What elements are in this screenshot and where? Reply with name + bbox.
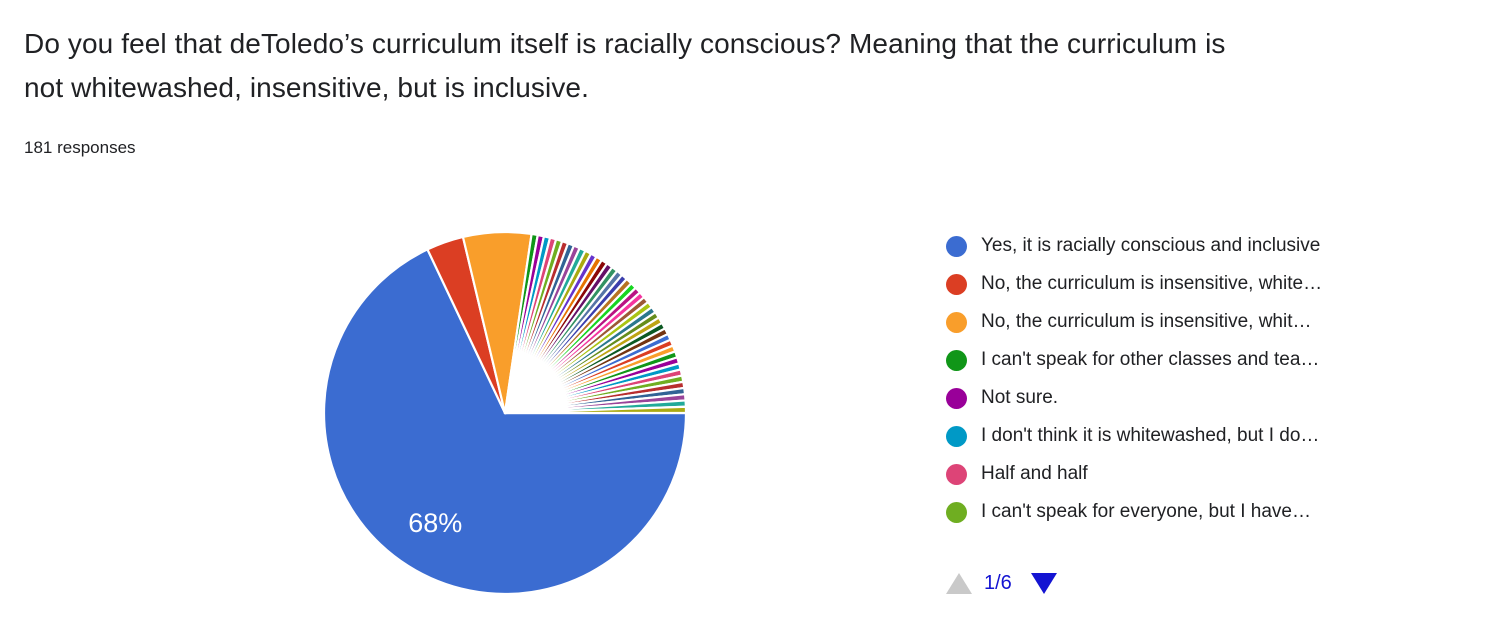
pie-slice[interactable]	[503, 405, 688, 415]
legend-item-label: Half and half	[981, 463, 1088, 484]
legend-color-dot	[946, 311, 967, 333]
legend-color-dot	[946, 425, 967, 447]
legend-item-label: Not sure.	[981, 387, 1059, 408]
legend-item-label: I don't think it is whitewashed, but I d…	[981, 425, 1320, 446]
response-count: 181 responses	[24, 138, 136, 157]
question-title: Do you feel that deToledo’s curriculum i…	[24, 28, 1226, 103]
legend-page-indicator: 1/6	[984, 571, 1012, 594]
pie-chart[interactable]: 68%	[310, 218, 700, 608]
legend-color-dot	[946, 273, 967, 295]
legend-item: Half and half	[946, 455, 1322, 493]
legend-item: I can't speak for everyone, but I have…	[946, 493, 1322, 531]
legend-page-up-icon[interactable]	[946, 572, 972, 594]
legend-item-label: I can't speak for other classes and tea…	[981, 349, 1320, 370]
legend: Yes, it is racially conscious and inclus…	[946, 227, 1322, 531]
legend-page-down-icon[interactable]	[1030, 572, 1057, 594]
legend-color-dot	[946, 501, 967, 523]
pie-slice[interactable]	[322, 248, 688, 596]
legend-item: No, the curriculum is insensitive, white…	[946, 265, 1322, 303]
legend-item: I can't speak for other classes and tea…	[946, 341, 1322, 379]
legend-item-label: No, the curriculum is insensitive, whit…	[981, 311, 1312, 332]
legend-color-dot	[946, 349, 967, 371]
legend-item-label: I can't speak for everyone, but I have…	[981, 501, 1311, 522]
legend-pagination: 1/6	[946, 571, 1057, 595]
legend-item-label: Yes, it is racially conscious and inclus…	[981, 235, 1321, 256]
legend-color-dot	[946, 463, 967, 485]
pie-slice-percent-label: 68%	[408, 508, 462, 538]
legend-item: Yes, it is racially conscious and inclus…	[946, 227, 1322, 265]
legend-color-dot	[946, 235, 967, 257]
legend-item: Not sure.	[946, 379, 1322, 417]
legend-item: I don't think it is whitewashed, but I d…	[946, 417, 1322, 455]
legend-color-dot	[946, 387, 967, 409]
legend-item: No, the curriculum is insensitive, whit…	[946, 303, 1322, 341]
legend-item-label: No, the curriculum is insensitive, white…	[981, 273, 1323, 294]
